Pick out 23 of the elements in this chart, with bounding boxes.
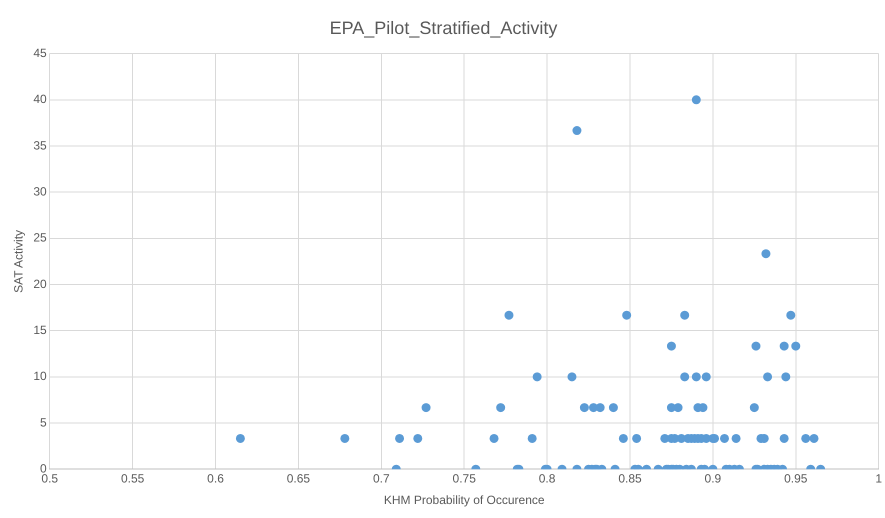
x-tick-label: 0.75 bbox=[452, 472, 476, 486]
chart-title: EPA_Pilot_Stratified_Activity bbox=[330, 18, 558, 38]
x-tick-label: 0.55 bbox=[120, 472, 145, 486]
y-tick-label: 40 bbox=[33, 92, 48, 106]
x-axis-title: KHM Probability of Occurence bbox=[384, 493, 545, 508]
y-tick-label: 5 bbox=[40, 415, 48, 430]
x-tick-label: 0.8 bbox=[538, 472, 556, 486]
y-axis-title: SAT Activity bbox=[12, 230, 26, 293]
x-tick-label: 0.65 bbox=[286, 472, 310, 486]
y-tick-label: 45 bbox=[33, 46, 48, 60]
y-tick-label: 10 bbox=[33, 369, 48, 384]
x-tick-label: 1 bbox=[875, 472, 882, 486]
y-tick-label: 35 bbox=[33, 138, 48, 152]
x-tick-label: 0.6 bbox=[207, 472, 224, 486]
y-tick-label: 25 bbox=[33, 230, 48, 245]
y-tick-label: 30 bbox=[33, 184, 48, 198]
y-tick-label: 15 bbox=[33, 322, 48, 337]
x-tick-label: 0.7 bbox=[372, 472, 390, 486]
x-tick-label: 0.95 bbox=[784, 472, 808, 486]
x-tick-label: 0.85 bbox=[618, 472, 642, 486]
x-tick-label: 0.5 bbox=[41, 472, 58, 486]
y-tick-label: 20 bbox=[33, 276, 48, 291]
x-tick-label: 0.9 bbox=[704, 472, 722, 486]
